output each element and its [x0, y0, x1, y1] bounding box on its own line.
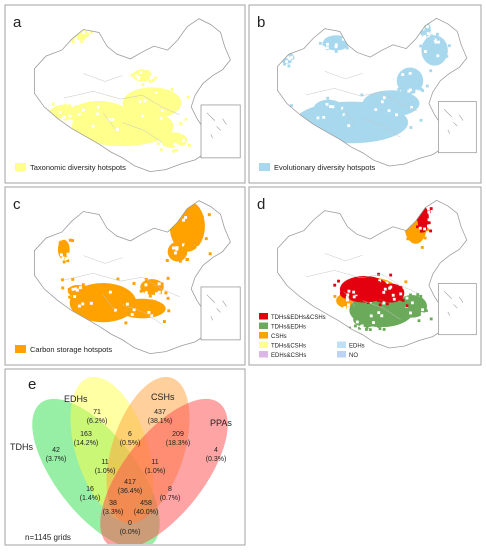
map-panel-b: b Evolutionary diversity hotspots: [248, 4, 482, 184]
panel-letter: a: [13, 14, 22, 31]
legend-swatch: [259, 351, 268, 358]
region-percent: (1.4%): [80, 495, 101, 502]
set-label-cshs: CSHs: [151, 392, 175, 402]
legend-swatch: [337, 351, 346, 358]
region-count: 42: [52, 447, 60, 454]
region-count: 209: [172, 431, 184, 438]
legend-label: Carbon storage hotspots: [30, 345, 112, 354]
region-percent: (0.3%): [206, 456, 227, 463]
region-count: 417: [124, 479, 136, 486]
region-percent: (1.0%): [95, 468, 116, 475]
venn-panel-e: e TDHs EDHs CSHs PPAs 42 (3.7%) 71 (6.2%) 437 (38.…: [4, 368, 246, 546]
legend-label: TDHs&CSHs: [271, 344, 306, 350]
venn-region: 42 (3.7%): [46, 447, 67, 463]
venn-region: 6 (0.5%): [120, 431, 141, 447]
legend-swatch: [15, 163, 26, 171]
region-count: 437: [154, 409, 166, 416]
region-percent: (38.1%): [148, 418, 173, 425]
legend-swatch: [259, 332, 268, 339]
region-percent: (36.4%): [118, 488, 143, 495]
venn-region: 4 (0.3%): [206, 447, 227, 463]
venn-set-ppas: [100, 398, 228, 544]
panel-letter: d: [257, 196, 265, 213]
set-label-tdhs: TDHs: [10, 442, 33, 452]
region-count: 6: [128, 431, 132, 438]
region-percent: (0.7%): [160, 495, 181, 502]
map-panel-a: a Taxonomic diversity hotspots: [4, 4, 246, 184]
legend-label: TDHs&EDHs: [271, 325, 306, 331]
legend-label: NO: [349, 353, 358, 359]
region-count: 8: [168, 486, 172, 493]
region-count: 71: [93, 409, 101, 416]
legend-label: CSHs: [271, 334, 287, 340]
panel-letter: e: [28, 376, 36, 393]
legend-label: EDHs: [349, 344, 365, 350]
sample-size: n=1145 grids: [25, 533, 71, 542]
region-percent: (1.0%): [145, 468, 166, 475]
legend-swatch: [259, 341, 268, 348]
legend-swatch: [259, 163, 270, 171]
venn-region: 458 (40.0%): [134, 500, 159, 516]
region-count: 38: [109, 500, 117, 507]
venn-region: 209 (18.3%): [166, 431, 191, 447]
legend-swatch: [337, 341, 346, 348]
panel-frame: [248, 186, 482, 366]
venn-region: 163 (14.2%): [74, 431, 99, 447]
legend-label: Taxonomic diversity hotspots: [30, 163, 126, 172]
panel-letter: b: [257, 14, 265, 31]
region-percent: (6.2%): [87, 418, 108, 425]
set-label-edhs: EDHs: [64, 394, 88, 404]
region-percent: (40.0%): [134, 509, 159, 516]
venn-region: 0 (0.0%): [120, 520, 141, 536]
legend-swatch: [15, 345, 26, 353]
venn-region: 8 (0.7%): [160, 486, 181, 502]
region-count: 458: [140, 500, 152, 507]
legend-label: Evolutionary diversity hotspots: [274, 163, 376, 172]
region-percent: (3.7%): [46, 456, 67, 463]
venn-region: 11 (1.0%): [95, 459, 116, 475]
region-percent: (0.5%): [120, 440, 141, 447]
venn-region: 417 (36.4%): [118, 479, 143, 495]
china-map: [277, 199, 477, 349]
region-percent: (18.3%): [166, 440, 191, 447]
panel-frame: [248, 4, 482, 184]
set-label-ppas: PPAs: [210, 418, 232, 428]
region-count: 4: [214, 447, 218, 454]
region-count: 11: [151, 459, 158, 466]
venn-region: 71 (6.2%): [87, 409, 108, 425]
region-count: 163: [80, 431, 92, 438]
map-panel-d: d TDHs&EDHs&CSHs TDHs&EDHs CSHs TDHs&CSHs EDH…: [248, 186, 482, 366]
legend-swatch: [259, 322, 268, 329]
venn-region: 16 (1.4%): [80, 486, 101, 502]
region-count: 11: [101, 459, 108, 466]
map-panel-c: c Carbon storage hotspots: [4, 186, 246, 366]
legend-label: EDHs&CSHs: [271, 353, 306, 359]
venn-region: 38 (3.3%): [103, 500, 124, 516]
china-map: [34, 18, 241, 172]
region-percent: (14.2%): [74, 440, 99, 447]
region-percent: (0.0%): [120, 529, 141, 536]
venn-region: 11 (1.0%): [145, 459, 166, 475]
venn-region: 437 (38.1%): [148, 409, 173, 425]
legend-swatch: [259, 313, 268, 320]
panel-letter: c: [13, 196, 21, 213]
region-percent: (3.3%): [103, 509, 124, 516]
legend-label: TDHs&EDHs&CSHs: [271, 315, 326, 321]
region-count: 16: [86, 486, 94, 493]
region-count: 0: [128, 520, 132, 527]
